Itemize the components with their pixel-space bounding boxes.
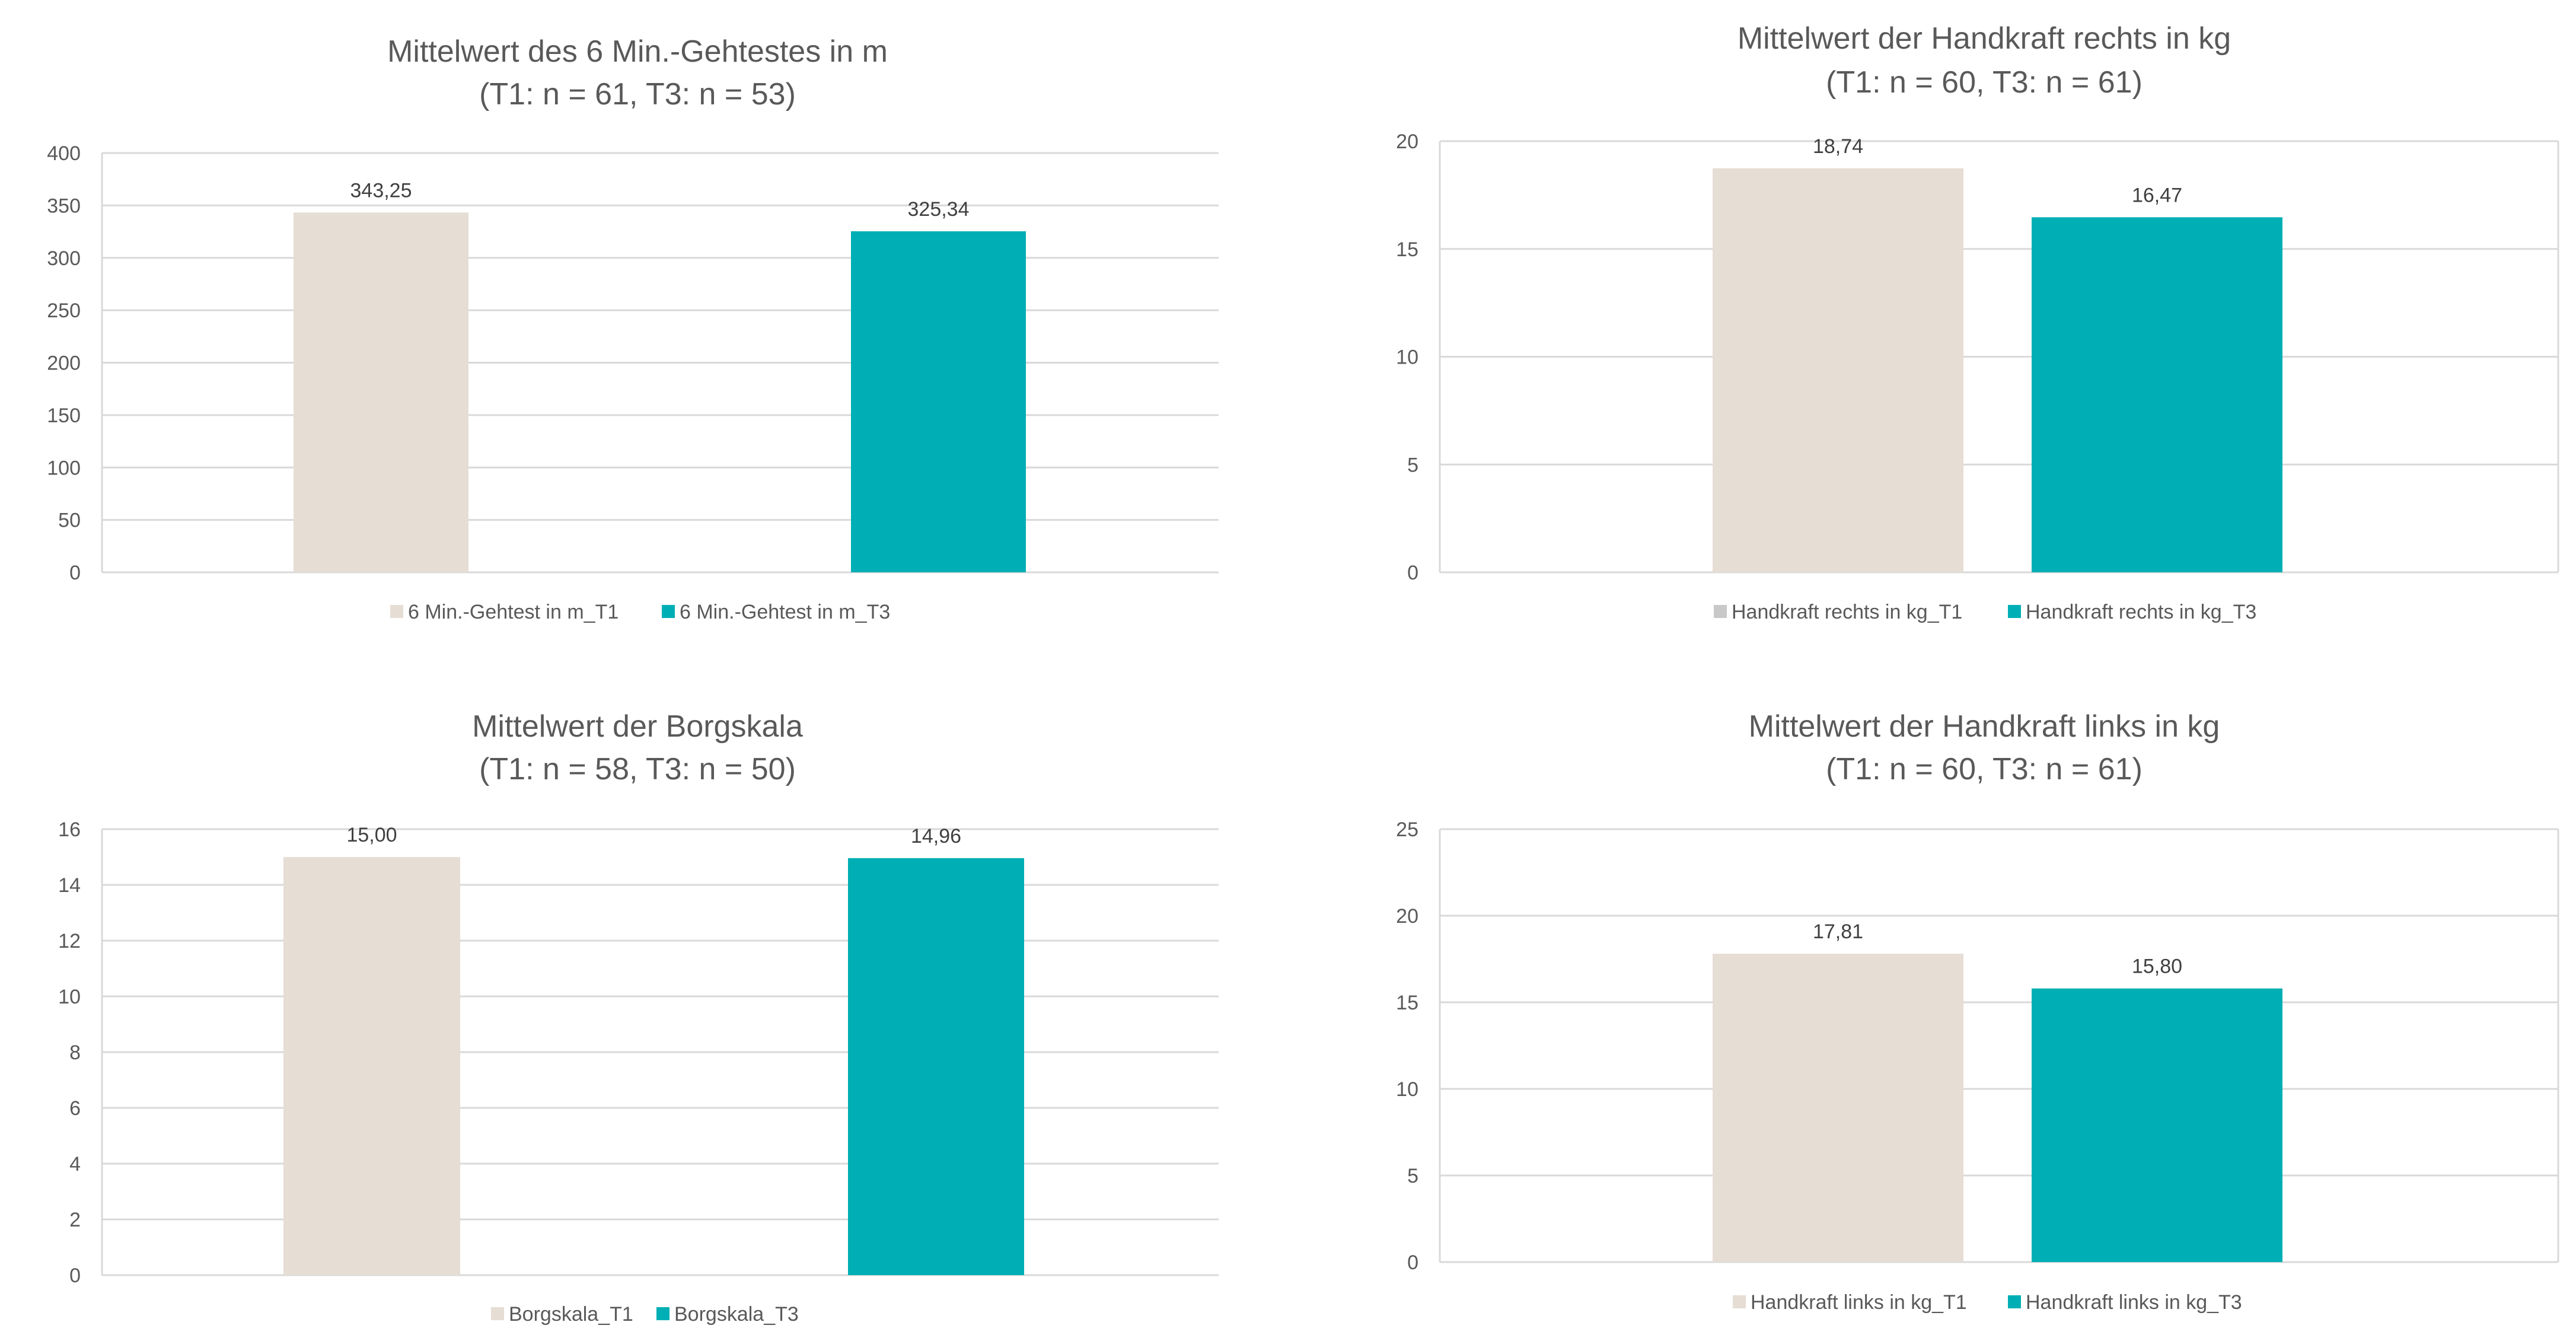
chart-title: Mittelwert des 6 Min.-Gehtestes in m [387,34,888,69]
legend-label: Borgskala_T1 [509,1303,633,1326]
bar-t1 [1713,953,1963,1262]
legend-label: Handkraft links in kg_T1 [1751,1291,1967,1314]
y-tick-label: 150 [47,404,81,427]
y-tick-label: 10 [1396,346,1418,369]
bar-value-label: 325,34 [908,198,970,221]
legend-swatch [2008,605,2021,618]
y-tick-label: 250 [47,300,81,322]
y-tick-label: 200 [47,352,81,375]
y-tick-label: 4 [69,1153,81,1175]
chart-2: Mittelwert der Handkraft rechts in kg (T1… [1396,21,2559,623]
y-tick-label: 100 [47,457,81,479]
chart-title: Mittelwert der Borgskala [472,709,803,744]
chart-subtitle: (T1: n = 61, T3: n = 53) [479,77,796,112]
chart-subtitle: (T1: n = 60, T3: n = 61) [1826,65,2143,100]
y-tick-label: 25 [1396,818,1418,841]
y-tick-label: 14 [58,874,81,897]
bar-t3 [2032,988,2282,1262]
bar-t1 [283,857,460,1275]
chart-4: Mittelwert der Handkraft links in kg (T1:… [1396,709,2559,1314]
chart-subtitle: (T1: n = 60, T3: n = 61) [1826,752,2143,786]
legend-swatch [662,605,675,618]
y-tick-label: 10 [58,986,81,1008]
legend-swatch [656,1307,669,1320]
y-tick-label: 0 [1407,562,1418,584]
y-tick-label: 300 [47,247,81,270]
y-tick-label: 0 [1407,1251,1418,1274]
bar-value-label: 18,74 [1813,135,1863,158]
chart-title: Mittelwert der Handkraft rechts in kg [1737,21,2231,56]
legend-swatch [491,1307,504,1320]
y-tick-label: 10 [1396,1078,1418,1101]
legend-label: Handkraft rechts in kg_T3 [2026,601,2256,623]
legend-label: 6 Min.-Gehtest in m_T1 [408,601,619,623]
bar-value-label: 15,80 [2132,955,2182,978]
legend-label: Borgskala_T3 [674,1303,799,1326]
y-tick-label: 0 [69,562,81,584]
y-tick-label: 6 [69,1097,81,1120]
y-tick-label: 0 [69,1264,81,1287]
legend-swatch [1733,1295,1746,1308]
legend-label: 6 Min.-Gehtest in m_T3 [680,601,890,623]
legend-swatch [2008,1295,2021,1308]
y-tick-label: 5 [1407,1165,1418,1187]
y-tick-label: 15 [1396,992,1418,1014]
bar-t1 [294,212,468,572]
legend-label: Handkraft rechts in kg_T1 [1732,601,1962,623]
y-tick-label: 16 [58,818,81,841]
y-tick-label: 8 [69,1041,81,1064]
bar-value-label: 17,81 [1813,920,1863,943]
y-tick-label: 2 [69,1209,81,1231]
bar-t1 [1713,168,1963,572]
legend-swatch [390,605,403,618]
y-tick-label: 5 [1407,454,1418,476]
y-tick-label: 400 [47,142,81,165]
bar-value-label: 15,00 [346,824,397,846]
chart-subtitle: (T1: n = 58, T3: n = 50) [479,752,796,786]
legend-label: Handkraft links in kg_T3 [2026,1291,2242,1314]
y-tick-label: 20 [1396,130,1418,153]
bar-value-label: 343,25 [350,179,412,202]
y-tick-label: 350 [47,195,81,217]
y-tick-label: 50 [58,509,81,532]
chart-title: Mittelwert der Handkraft links in kg [1749,709,2220,744]
bar-t3 [851,231,1026,572]
chart-1: Mittelwert des 6 Min.-Gehtestes in m (T1:… [47,34,1219,623]
y-tick-label: 12 [58,930,81,952]
chart-3: Mittelwert der Borgskala (T1: n = 58, T3:… [58,709,1219,1326]
y-tick-label: 20 [1396,905,1418,928]
bar-t3 [848,858,1024,1275]
bar-value-label: 14,96 [911,825,961,848]
legend-swatch [1714,605,1727,618]
bar-value-label: 16,47 [2132,184,2182,206]
y-tick-label: 15 [1396,238,1418,261]
bar-t3 [2032,217,2282,572]
